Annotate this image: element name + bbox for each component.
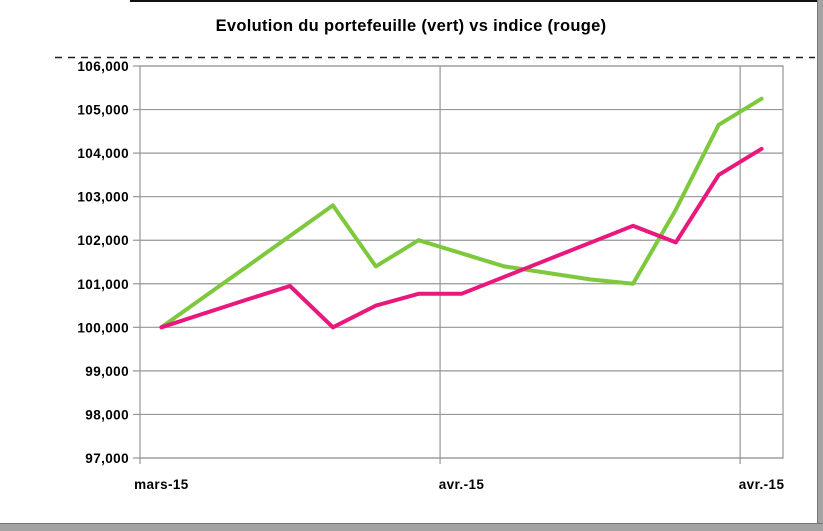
y-axis-label: 99,000	[85, 364, 129, 379]
y-axis-label: 97,000	[85, 451, 129, 466]
y-axis-label: 100,000	[77, 320, 129, 335]
gridlines	[140, 65, 783, 459]
y-axis-label: 103,000	[77, 190, 129, 205]
window-edge-right	[817, 0, 823, 531]
series-line-portefeuille	[159, 96, 764, 330]
x-axis-label: avr.-15	[739, 477, 785, 492]
y-axis-label: 101,000	[77, 277, 129, 292]
y-axis-label: 98,000	[85, 407, 129, 422]
window-edge-bottom	[0, 523, 823, 531]
axis-ticks	[133, 65, 741, 464]
x-axis-label: mars-15	[134, 477, 189, 492]
y-axis-labels: 106,000 105,000 104,000 103,000 102,000 101,0…	[77, 59, 129, 466]
x-axis-label: avr.-15	[439, 477, 485, 492]
y-axis-label: 106,000	[77, 59, 129, 74]
series-line-indice	[159, 146, 764, 330]
plot-border	[139, 65, 784, 459]
y-axis-label: 105,000	[77, 103, 129, 118]
top-border-line	[130, 0, 820, 2]
chart-title: Evolution du portefeuille (vert) vs indi…	[215, 17, 607, 35]
y-axis-label: 104,000	[77, 146, 129, 161]
y-axis-label: 102,000	[77, 233, 129, 248]
x-axis-labels: mars-15 avr.-15 avr.-15	[134, 477, 784, 492]
